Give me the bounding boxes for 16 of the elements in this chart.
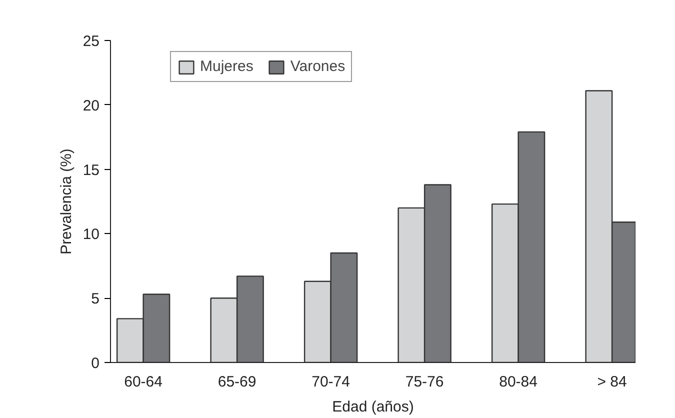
y-tick-label: 25 [82, 33, 100, 50]
x-tick-label: 75-76 [405, 374, 444, 390]
y-tick-label: 10 [82, 226, 100, 244]
y-tick-label: 0 [91, 355, 100, 372]
y-tick-label: 20 [82, 97, 100, 114]
legend-label: Mujeres [200, 58, 254, 75]
x-tick-label: 70-74 [312, 374, 350, 390]
y-tick-label: 5 [91, 290, 100, 308]
x-tick-label: 60-64 [124, 374, 163, 390]
x-tick-label: 65-69 [218, 374, 256, 390]
legend-label: Varones [290, 58, 346, 75]
x-tick-label: 80-84 [499, 374, 538, 390]
x-tick-label: > 84 [597, 374, 627, 390]
y-tick-label: 15 [82, 162, 100, 179]
x-axis-title: Edad (años) [332, 398, 414, 416]
y-axis-title: Prevalencia (%) [58, 148, 75, 254]
